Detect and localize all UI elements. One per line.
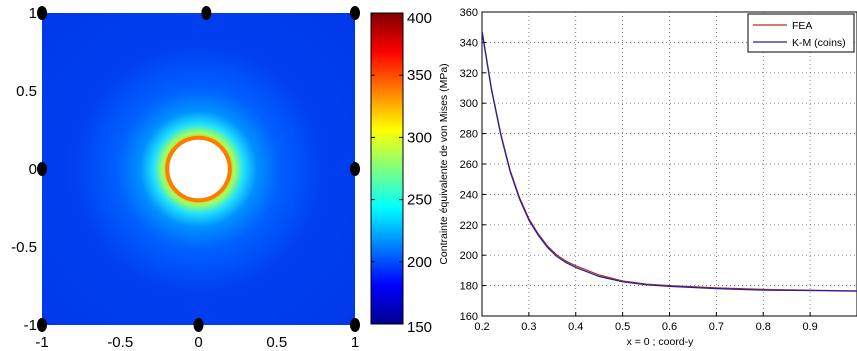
y-tick-label: 360 [460, 7, 478, 19]
hole [169, 139, 228, 199]
y-tick-label: 0 [29, 161, 37, 178]
x-tick-label: 0.5 [615, 321, 630, 333]
x-tick-label: 0.8 [756, 321, 771, 333]
node-marker [350, 318, 360, 332]
y-tick-label: 200 [460, 250, 478, 262]
heatmap-x-ticks: -1 -0.5 0 0.5 1 [35, 334, 359, 351]
legend: FEA K-M (coins) [747, 13, 855, 53]
x-axis-label: x = 0 ; coord-y [627, 336, 695, 348]
colorbar-tick-label: 300 [407, 129, 432, 146]
colorbar-tick-label: 350 [407, 67, 432, 84]
node-marker [37, 6, 47, 20]
grid [482, 12, 857, 316]
node-marker [350, 6, 360, 20]
node-marker [37, 162, 47, 176]
x-tick-label: 0.7 [709, 321, 724, 333]
x-tick-label: 0 [194, 334, 202, 351]
colorbar-tick-label: 200 [407, 254, 432, 271]
node-marker [201, 6, 212, 20]
hole-stress-ring [165, 135, 232, 203]
x-tick-label: 0.4 [568, 321, 583, 333]
colorbar-tick-label: 400 [407, 10, 432, 27]
x-tick-label: 0.3 [521, 321, 536, 333]
y-tick-label: 220 [460, 220, 478, 232]
legend-label-km: K-M (coins) [792, 37, 846, 49]
y-axis-label: Contrainte équivalente de von Mises (MPa… [438, 63, 450, 264]
y-tick-label: 180 [460, 281, 478, 293]
y-tick-label: 320 [460, 68, 478, 80]
x-tick-label: 0.6 [662, 321, 677, 333]
x-tick-label: -1 [35, 334, 48, 351]
colorbar: 150 200 250 300 350 400 [370, 10, 432, 336]
node-markers [37, 6, 360, 332]
series-line-km [482, 31, 857, 292]
x-tick-label: 1 [351, 334, 359, 351]
y-tick-label: 160 [460, 311, 478, 323]
x-tick-label: 0.9 [802, 321, 817, 333]
x-tick-label: 0.5 [266, 334, 287, 351]
stress-line-chart: 0.2 0.3 0.4 0.5 0.6 0.7 0.8 0.9 160 180 200 220 240… [438, 7, 857, 348]
y-tick-label: 340 [460, 37, 478, 49]
legend-box [747, 13, 855, 53]
y-tick-label: -1 [24, 317, 37, 334]
y-tick-label: 0.5 [16, 83, 37, 100]
line-x-ticks: 0.2 0.3 0.4 0.5 0.6 0.7 0.8 0.9 [474, 312, 818, 333]
y-tick-label: 260 [460, 159, 478, 171]
colorbar-tick-label: 250 [407, 192, 432, 209]
y-tick-label: 1 [29, 5, 37, 22]
series-lines [482, 30, 857, 292]
node-marker [37, 318, 47, 332]
stress-field-heatmap: -1 -0.5 0 0.5 1 1 0.5 0 -0.5 -1 [11, 5, 360, 351]
x-tick-label: -0.5 [107, 334, 133, 351]
colorbar-ticks: 150 200 250 300 350 400 [371, 10, 432, 336]
y-tick-label: 240 [460, 189, 478, 201]
y-tick-label: 280 [460, 129, 478, 141]
node-marker [193, 318, 204, 332]
heatmap-y-ticks: 1 0.5 0 -0.5 -1 [11, 5, 37, 334]
y-tick-label: 300 [460, 98, 478, 110]
colorbar-tick-label: 150 [407, 319, 432, 336]
colorbar-gradient [370, 12, 404, 325]
x-tick-label: 0.2 [474, 321, 489, 333]
line-y-ticks: 160 180 200 220 240 260 280 300 320 340 360 [460, 7, 486, 323]
y-tick-label: -0.5 [11, 239, 37, 256]
legend-label-fea: FEA [792, 20, 812, 32]
node-marker [350, 162, 360, 176]
